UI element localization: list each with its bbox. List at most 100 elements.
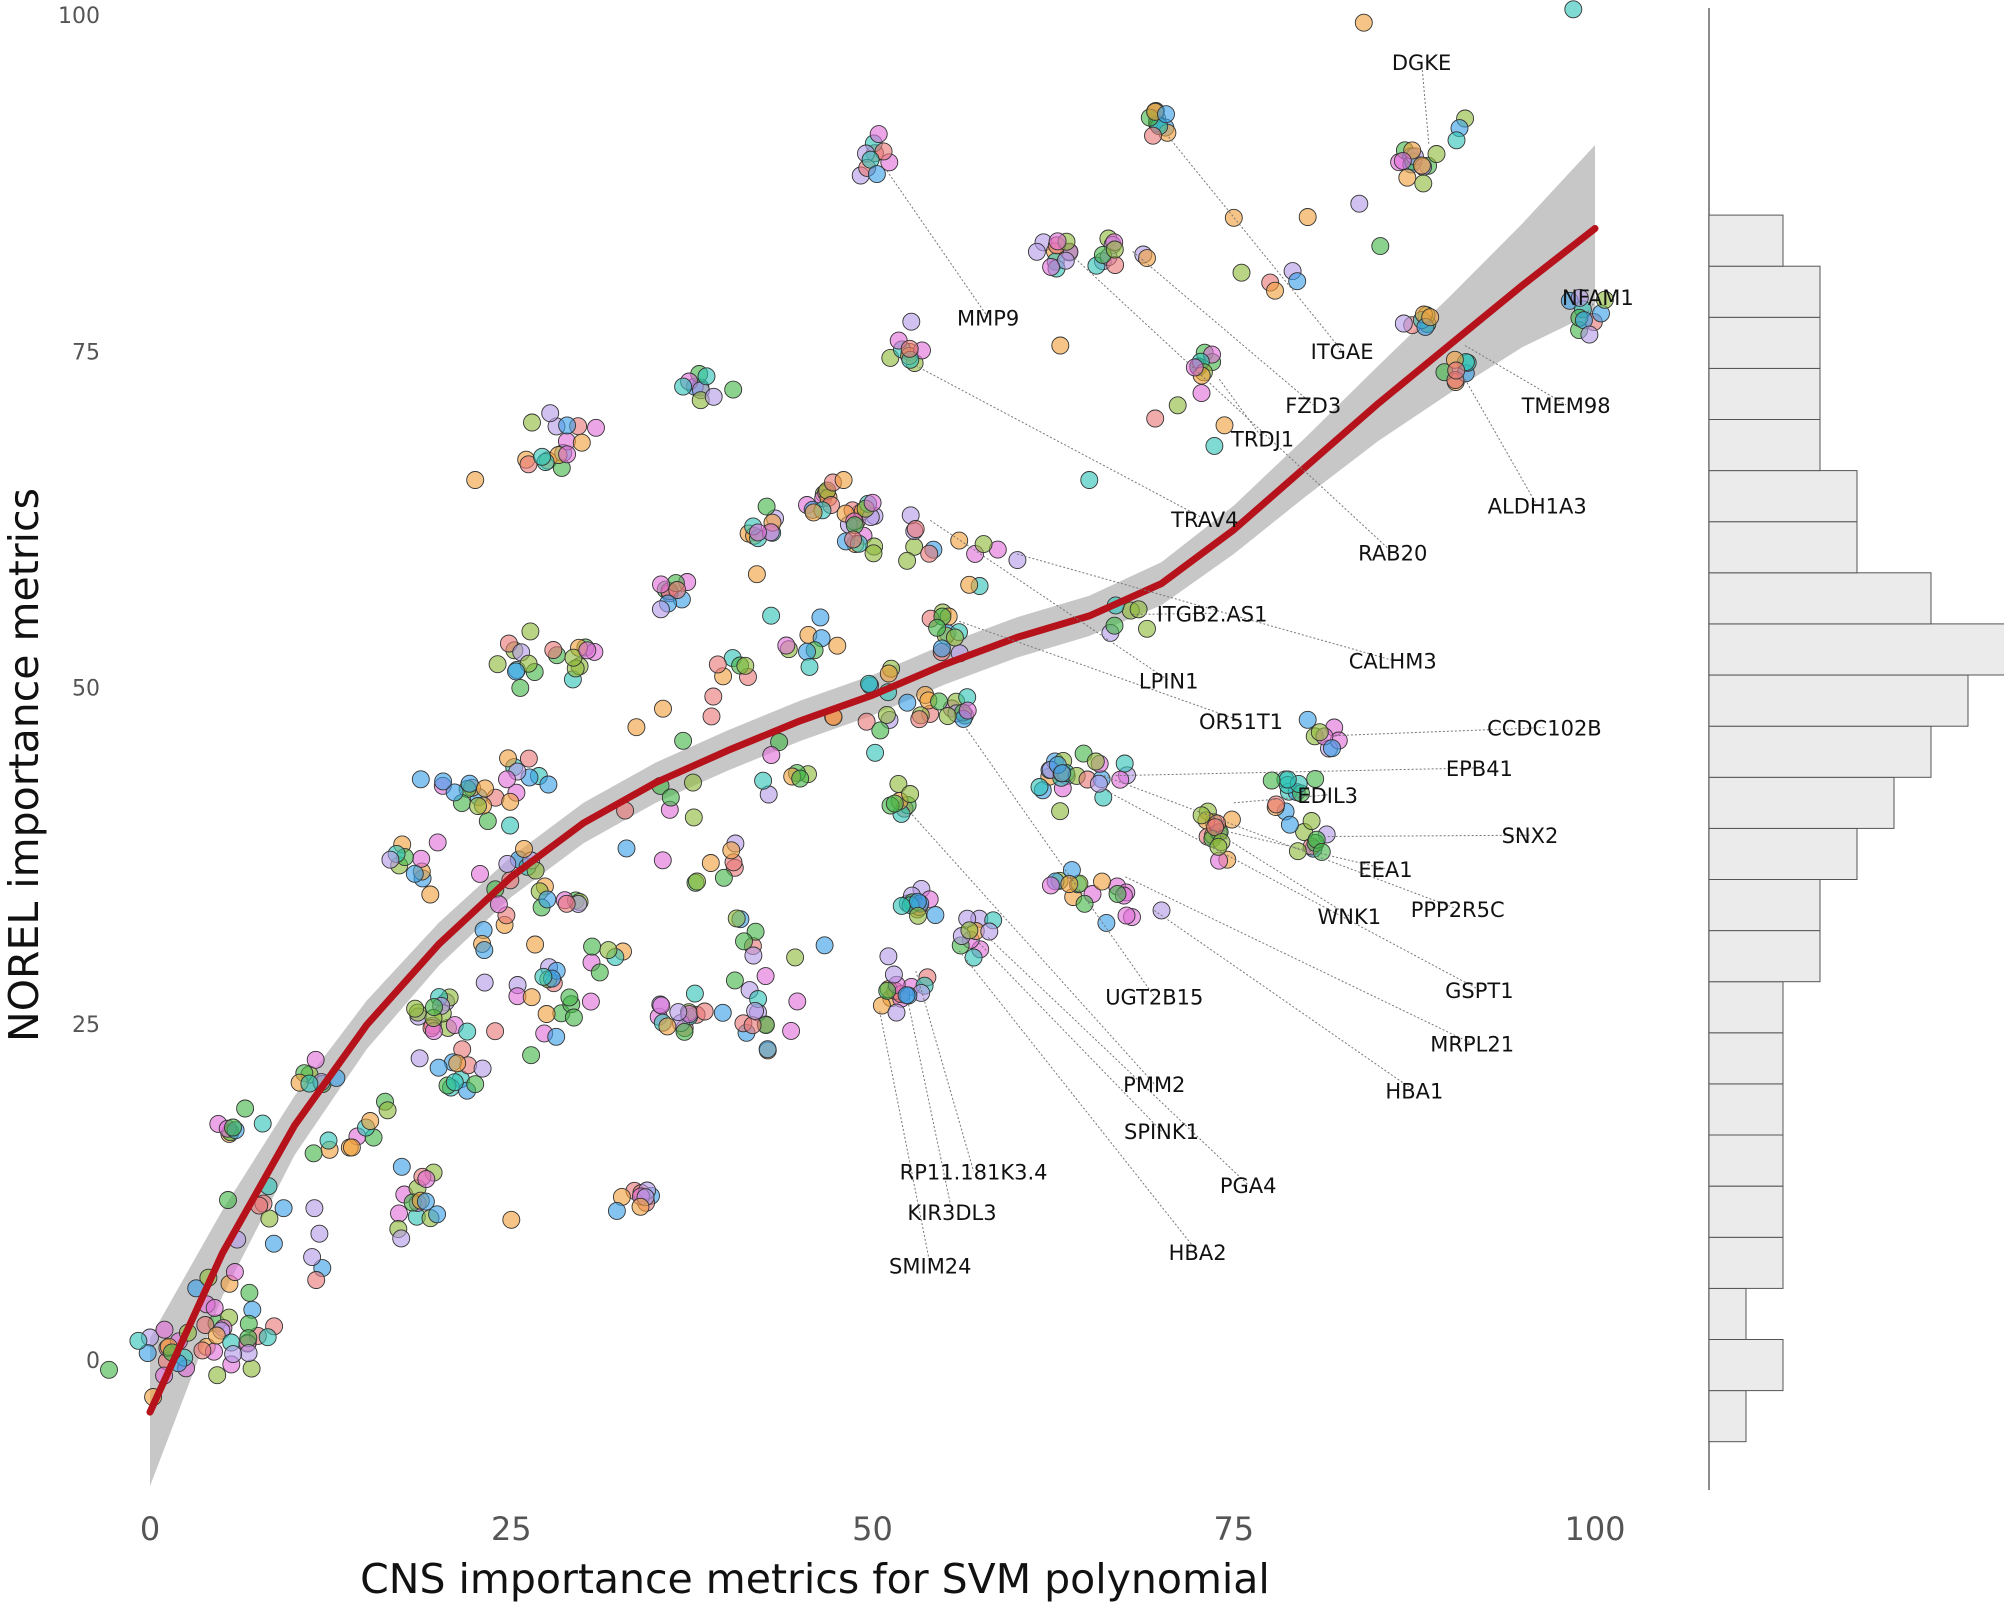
data-point bbox=[499, 749, 517, 768]
data-point bbox=[478, 812, 497, 831]
data-point bbox=[938, 707, 957, 725]
data-point bbox=[1595, 290, 1614, 309]
y-axis: 0 25 50 75 100 bbox=[58, 4, 100, 1374]
data-point bbox=[722, 841, 741, 860]
leader-line bbox=[1103, 788, 1480, 991]
data-point bbox=[274, 1199, 293, 1218]
y-tick-label: 75 bbox=[72, 340, 100, 365]
leader-line bbox=[1327, 834, 1531, 837]
data-point bbox=[770, 733, 789, 751]
leader-line bbox=[1421, 61, 1430, 144]
data-point bbox=[762, 746, 781, 765]
gene-label: ITGB2.AS1 bbox=[1157, 602, 1268, 626]
data-point bbox=[674, 377, 693, 396]
data-point bbox=[1393, 151, 1412, 170]
data-point bbox=[417, 1170, 436, 1189]
leader-line bbox=[1154, 909, 1415, 1092]
data-point bbox=[208, 1366, 227, 1385]
gene-label: PGA4 bbox=[1220, 1174, 1277, 1198]
data-point bbox=[466, 1075, 485, 1094]
data-point bbox=[758, 1040, 777, 1059]
x-tick-label: 0 bbox=[140, 1510, 160, 1548]
y-tick-label: 100 bbox=[58, 4, 100, 29]
data-point bbox=[205, 1298, 224, 1317]
data-point bbox=[879, 664, 898, 683]
leader-line bbox=[1587, 296, 1599, 313]
histogram-bar bbox=[1708, 521, 1858, 574]
histogram-bar bbox=[1708, 674, 1969, 727]
data-point bbox=[428, 1205, 447, 1224]
data-point bbox=[207, 1326, 226, 1345]
data-point bbox=[406, 999, 425, 1018]
data-point bbox=[448, 1054, 467, 1073]
gene-label: ITGAE bbox=[1311, 340, 1374, 364]
leader-line bbox=[1125, 876, 1473, 1045]
y-tick-label: 50 bbox=[72, 677, 100, 702]
histogram-bar bbox=[1708, 1185, 1784, 1238]
data-point bbox=[1224, 208, 1243, 227]
data-point bbox=[1105, 240, 1124, 259]
gene-label: KIR3DL3 bbox=[907, 1201, 996, 1225]
data-point bbox=[668, 581, 687, 599]
data-point bbox=[735, 932, 753, 951]
leader-line bbox=[1464, 345, 1567, 406]
gene-label: DGKE bbox=[1392, 51, 1451, 75]
leader-line bbox=[1132, 251, 1314, 406]
data-point bbox=[885, 794, 904, 813]
data-point bbox=[466, 471, 485, 489]
leader-line bbox=[1334, 727, 1545, 737]
leader-line bbox=[1074, 257, 1394, 554]
data-point bbox=[844, 530, 863, 549]
gene-label: EDIL3 bbox=[1297, 784, 1358, 808]
data-point bbox=[791, 769, 810, 788]
data-point bbox=[756, 967, 775, 986]
data-point bbox=[486, 1022, 505, 1041]
data-point bbox=[100, 1360, 118, 1379]
data-point bbox=[932, 639, 951, 658]
x-axis: 0 25 50 75 100 bbox=[140, 1510, 1626, 1548]
data-point bbox=[874, 142, 893, 161]
gene-label: SMIM24 bbox=[889, 1255, 971, 1279]
gene-label: EPB41 bbox=[1446, 757, 1513, 781]
data-point bbox=[889, 774, 908, 793]
data-point bbox=[714, 868, 733, 887]
data-point bbox=[488, 655, 507, 674]
leader-line bbox=[908, 1004, 953, 1212]
leader-line bbox=[1219, 829, 1386, 870]
leader-line bbox=[886, 170, 989, 318]
histogram-bar bbox=[1708, 367, 1821, 420]
data-point bbox=[1414, 174, 1433, 193]
data-point bbox=[1354, 13, 1373, 32]
gene-label: ALDH1A3 bbox=[1488, 495, 1587, 519]
leader-line bbox=[959, 620, 1242, 722]
data-point bbox=[587, 418, 605, 437]
leader-line bbox=[1168, 136, 1343, 352]
data-point bbox=[627, 718, 646, 737]
data-point bbox=[1080, 471, 1099, 489]
data-point bbox=[533, 447, 552, 466]
histogram-bar bbox=[1708, 1134, 1784, 1187]
data-point bbox=[410, 1049, 429, 1068]
data-point bbox=[684, 773, 702, 792]
points-layer bbox=[100, 0, 1614, 1406]
histogram-bar bbox=[1708, 1236, 1784, 1289]
gene-label: PPP2R5C bbox=[1411, 898, 1505, 922]
data-point bbox=[239, 1344, 258, 1363]
data-point bbox=[1447, 131, 1466, 150]
histogram-bar bbox=[1708, 827, 1858, 881]
data-point bbox=[564, 1008, 583, 1027]
data-point bbox=[950, 531, 969, 550]
gene-label: FZD3 bbox=[1285, 394, 1341, 418]
data-point bbox=[1447, 361, 1466, 380]
leader-lines-layer bbox=[879, 61, 1599, 1266]
data-point bbox=[658, 1017, 677, 1036]
data-point bbox=[863, 493, 882, 512]
data-point bbox=[224, 1118, 242, 1137]
data-point bbox=[547, 1027, 566, 1046]
data-point bbox=[661, 788, 680, 807]
data-point bbox=[1138, 619, 1156, 638]
data-point bbox=[1144, 126, 1162, 145]
gene-label: HBA1 bbox=[1385, 1080, 1443, 1104]
data-point bbox=[762, 606, 781, 625]
leader-line bbox=[958, 950, 1198, 1253]
